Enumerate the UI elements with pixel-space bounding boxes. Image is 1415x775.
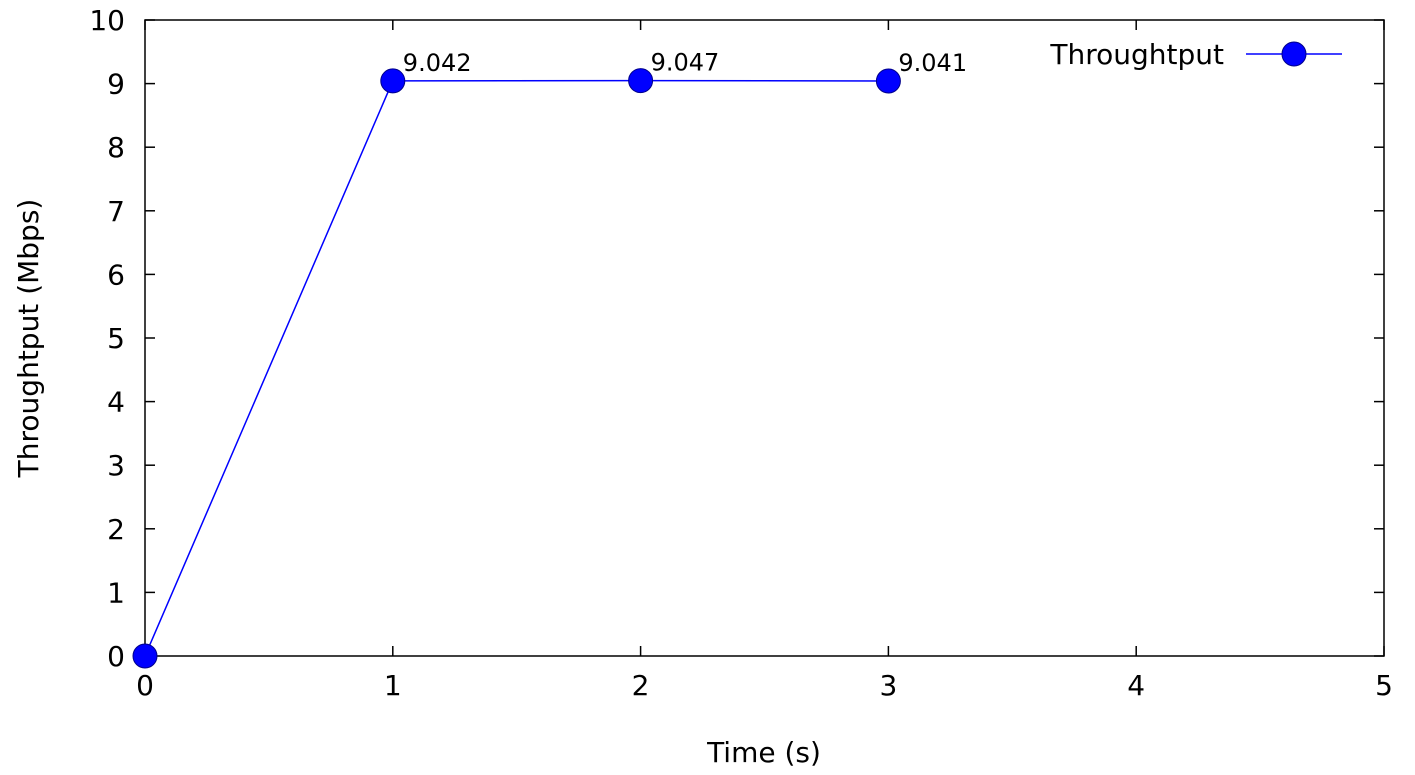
data-label: 9.047 (651, 49, 720, 77)
y-tick-label: 6 (107, 258, 125, 291)
y-tick-label: 10 (89, 4, 125, 37)
plot-frame (144, 19, 1385, 657)
series-line (144, 79, 889, 657)
y-tick-label: 5 (107, 322, 125, 355)
data-point (875, 68, 901, 94)
legend-marker (1281, 41, 1307, 67)
y-tick-label: 4 (107, 386, 125, 419)
x-tick-label: 1 (384, 669, 402, 702)
labels-layer: 9.042 9.047 9.041 (403, 49, 967, 77)
data-label: 9.041 (898, 49, 967, 77)
x-tick-label: 3 (879, 669, 897, 702)
data-point (132, 643, 158, 669)
legend-label: Throughtput (1049, 38, 1224, 71)
y-tick-label: 7 (107, 195, 125, 228)
x-tick-label: 4 (1127, 669, 1145, 702)
x-tick-label: 0 (136, 669, 154, 702)
data-point (380, 68, 406, 94)
data-label: 9.042 (403, 49, 472, 77)
x-tick-label: 5 (1375, 669, 1393, 702)
ticks-layer: 0 1 2 3 4 5 0 1 2 3 4 5 6 7 8 9 10 (89, 4, 1393, 702)
y-tick-label: 9 (107, 68, 125, 101)
y-tick-label: 8 (107, 131, 125, 164)
legend: Throughtput (1049, 38, 1342, 71)
data-point (628, 68, 654, 94)
y-axis-title: Throughtput (Mbps) (12, 199, 45, 479)
y-tick-label: 1 (107, 576, 125, 609)
x-tick-label: 2 (632, 669, 650, 702)
y-tick-label: 2 (107, 513, 125, 546)
series-layer (132, 68, 901, 669)
x-axis-title: Time (s) (706, 736, 821, 769)
y-tick-label: 3 (107, 449, 125, 482)
y-tick-label: 0 (107, 640, 125, 673)
